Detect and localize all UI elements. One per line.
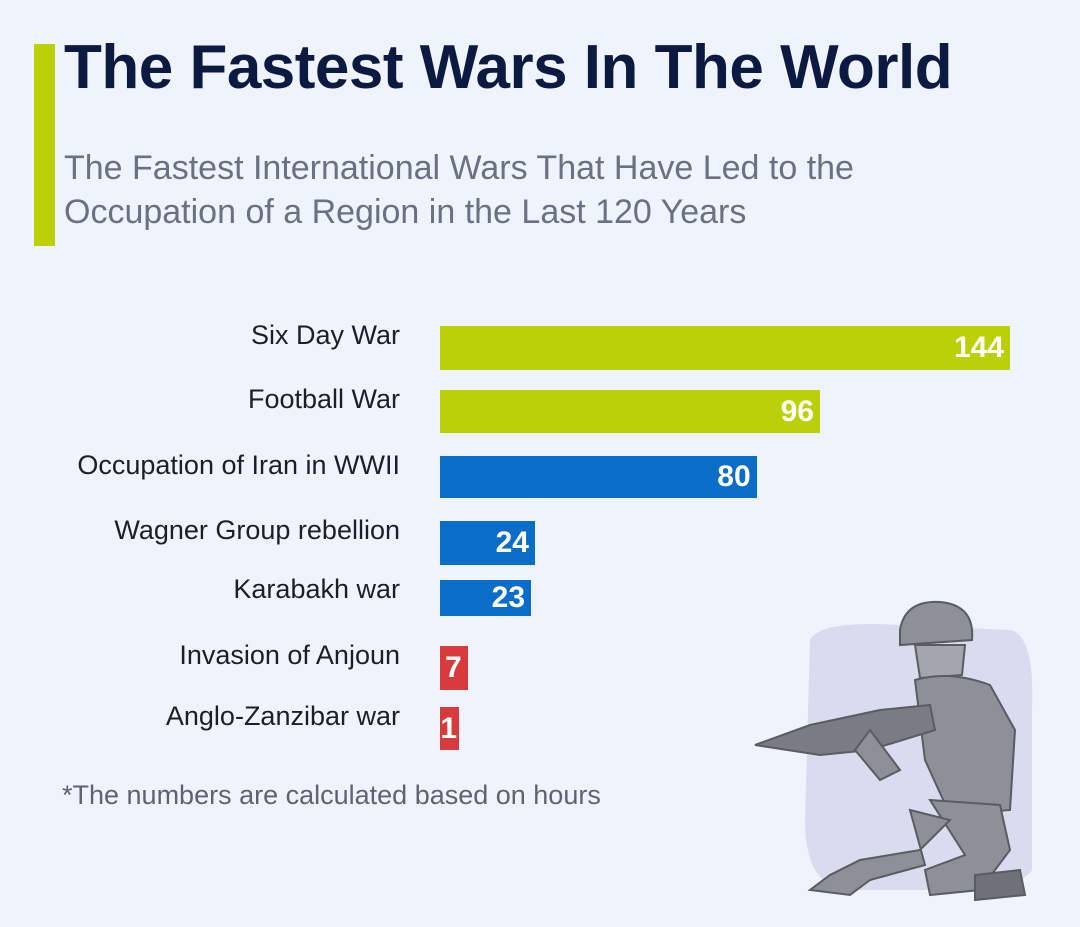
- bar-label: Six Day War: [250, 320, 400, 350]
- bar: 80: [440, 456, 757, 498]
- bar: 96: [440, 390, 820, 433]
- bar-label: Wagner Group rebellion: [114, 515, 400, 545]
- bar-value-label: 24: [495, 526, 529, 559]
- bar-label: Anglo-Zanzibar war: [165, 701, 400, 731]
- bar-value-label: 144: [953, 331, 1004, 364]
- bar-label: Football War: [247, 384, 400, 414]
- bar-value-label: 23: [491, 581, 526, 614]
- title-accent-bar: [34, 44, 55, 246]
- bar-label: Occupation of Iran in WWII: [77, 450, 400, 480]
- bar: 24: [440, 521, 535, 565]
- bar-label: Invasion of Anjoun: [179, 640, 400, 670]
- bar-value-label: 80: [717, 460, 751, 493]
- bar: 144: [440, 326, 1010, 370]
- bar-label: Karabakh war: [233, 574, 400, 604]
- bar: 7: [440, 646, 468, 690]
- bar: 1: [440, 707, 459, 750]
- soldier-icon: [754, 600, 1033, 902]
- footnote: *The numbers are calculated based on hou…: [62, 780, 601, 810]
- chart-subtitle: The Fastest International Wars That Have…: [64, 149, 854, 231]
- chart-title: The Fastest Wars In The World: [64, 33, 953, 102]
- bar: 23: [440, 580, 532, 616]
- bar-value-label: 96: [780, 394, 814, 428]
- bar-value-label: 7: [445, 651, 462, 684]
- bar-value-label: 1: [440, 711, 457, 745]
